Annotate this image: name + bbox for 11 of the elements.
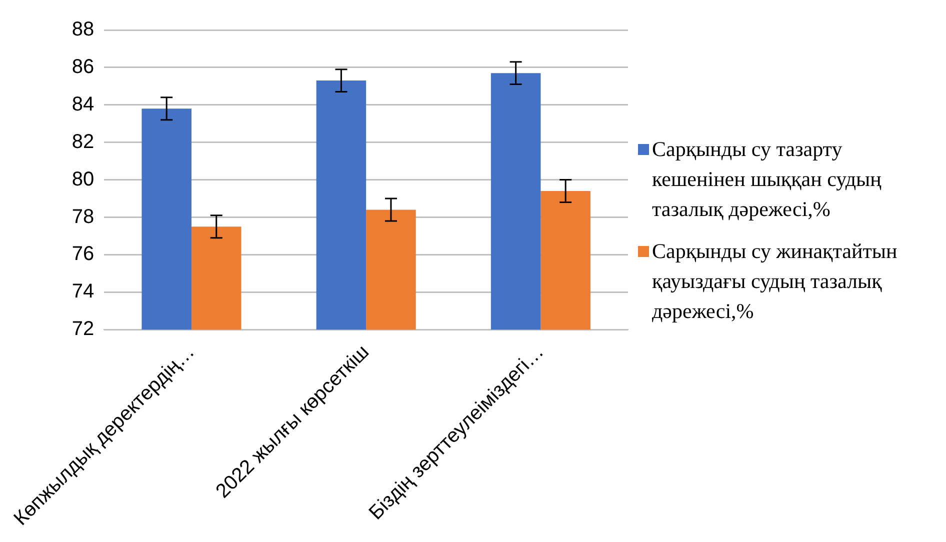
y-tick-label: 80 (72, 168, 94, 190)
y-tick-label: 72 (72, 318, 94, 340)
y-tick-label: 74 (72, 280, 94, 303)
y-tick-label: 76 (72, 243, 94, 266)
y-tick-label: 88 (72, 18, 94, 41)
y-tick-label: 86 (72, 56, 94, 78)
legend-label: Сарқынды су жинақтайтын қауыздағы судың тазалық дәрежесі,% (652, 238, 898, 325)
y-tick-label: 78 (72, 206, 94, 228)
y-tick-label: 82 (72, 130, 94, 153)
legend-label: Сарқынды су тазарту кешенінен шыққан судың тазалық дәрежесі,% (652, 136, 882, 223)
y-tick-label: 84 (72, 93, 94, 116)
